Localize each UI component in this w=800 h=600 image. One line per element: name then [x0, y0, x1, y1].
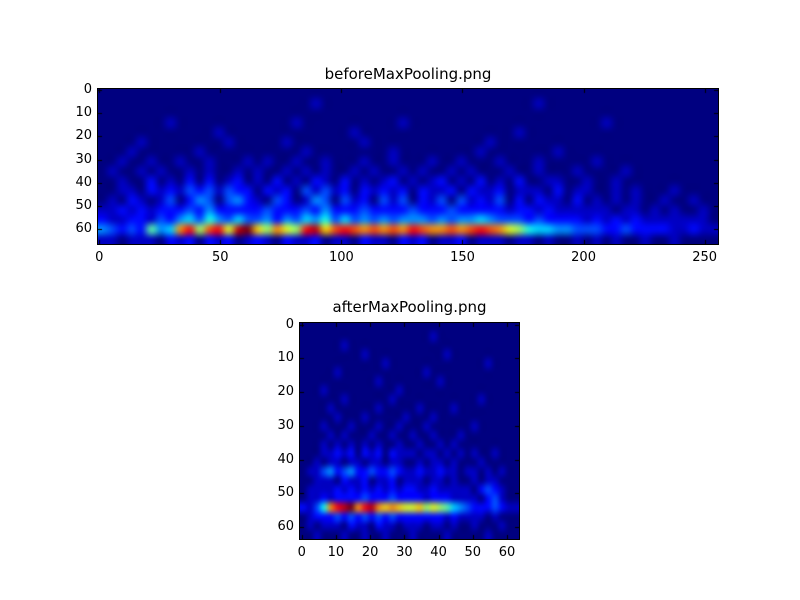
x-tick-label: 40 [430, 545, 447, 560]
y-tick-label: 40 [75, 174, 92, 190]
y-tick-label: 50 [75, 197, 92, 213]
y-tick-label: 60 [75, 220, 92, 236]
y-tick-label: 20 [277, 384, 294, 400]
x-tick-label: 0 [95, 250, 104, 265]
x-tick-label: 20 [361, 545, 379, 560]
x-tick-label: 10 [327, 545, 345, 560]
y-tick-label: 30 [75, 151, 92, 167]
x-tick-label: 0 [297, 545, 306, 560]
x-tick-label: 150 [450, 250, 475, 265]
x-tick-label: 200 [571, 250, 596, 265]
after-plot-title: afterMaxPooling.png [332, 298, 487, 316]
x-tick-label: 100 [328, 250, 354, 265]
x-tick-label: 50 [212, 250, 229, 265]
x-tick-label: 30 [396, 545, 413, 560]
y-tick-label: 0 [285, 316, 294, 332]
x-tick-label: 60 [498, 545, 516, 560]
x-tick-label: 250 [692, 250, 718, 265]
y-tick-label: 10 [75, 105, 92, 121]
before-plot-axes [97, 88, 719, 245]
y-tick-label: 40 [277, 451, 294, 467]
y-tick-label: 0 [83, 82, 92, 98]
y-tick-label: 10 [277, 350, 294, 366]
y-tick-label: 30 [277, 417, 294, 433]
y-tick-label: 50 [277, 485, 294, 501]
y-tick-label: 20 [75, 128, 92, 144]
after-heatmap-image [300, 323, 519, 539]
after-plot-axes [299, 322, 520, 540]
y-tick-label: 60 [277, 519, 294, 535]
before-heatmap-image [98, 89, 718, 244]
before-plot-title: beforeMaxPooling.png [324, 65, 492, 83]
x-tick-label: 50 [464, 545, 482, 560]
